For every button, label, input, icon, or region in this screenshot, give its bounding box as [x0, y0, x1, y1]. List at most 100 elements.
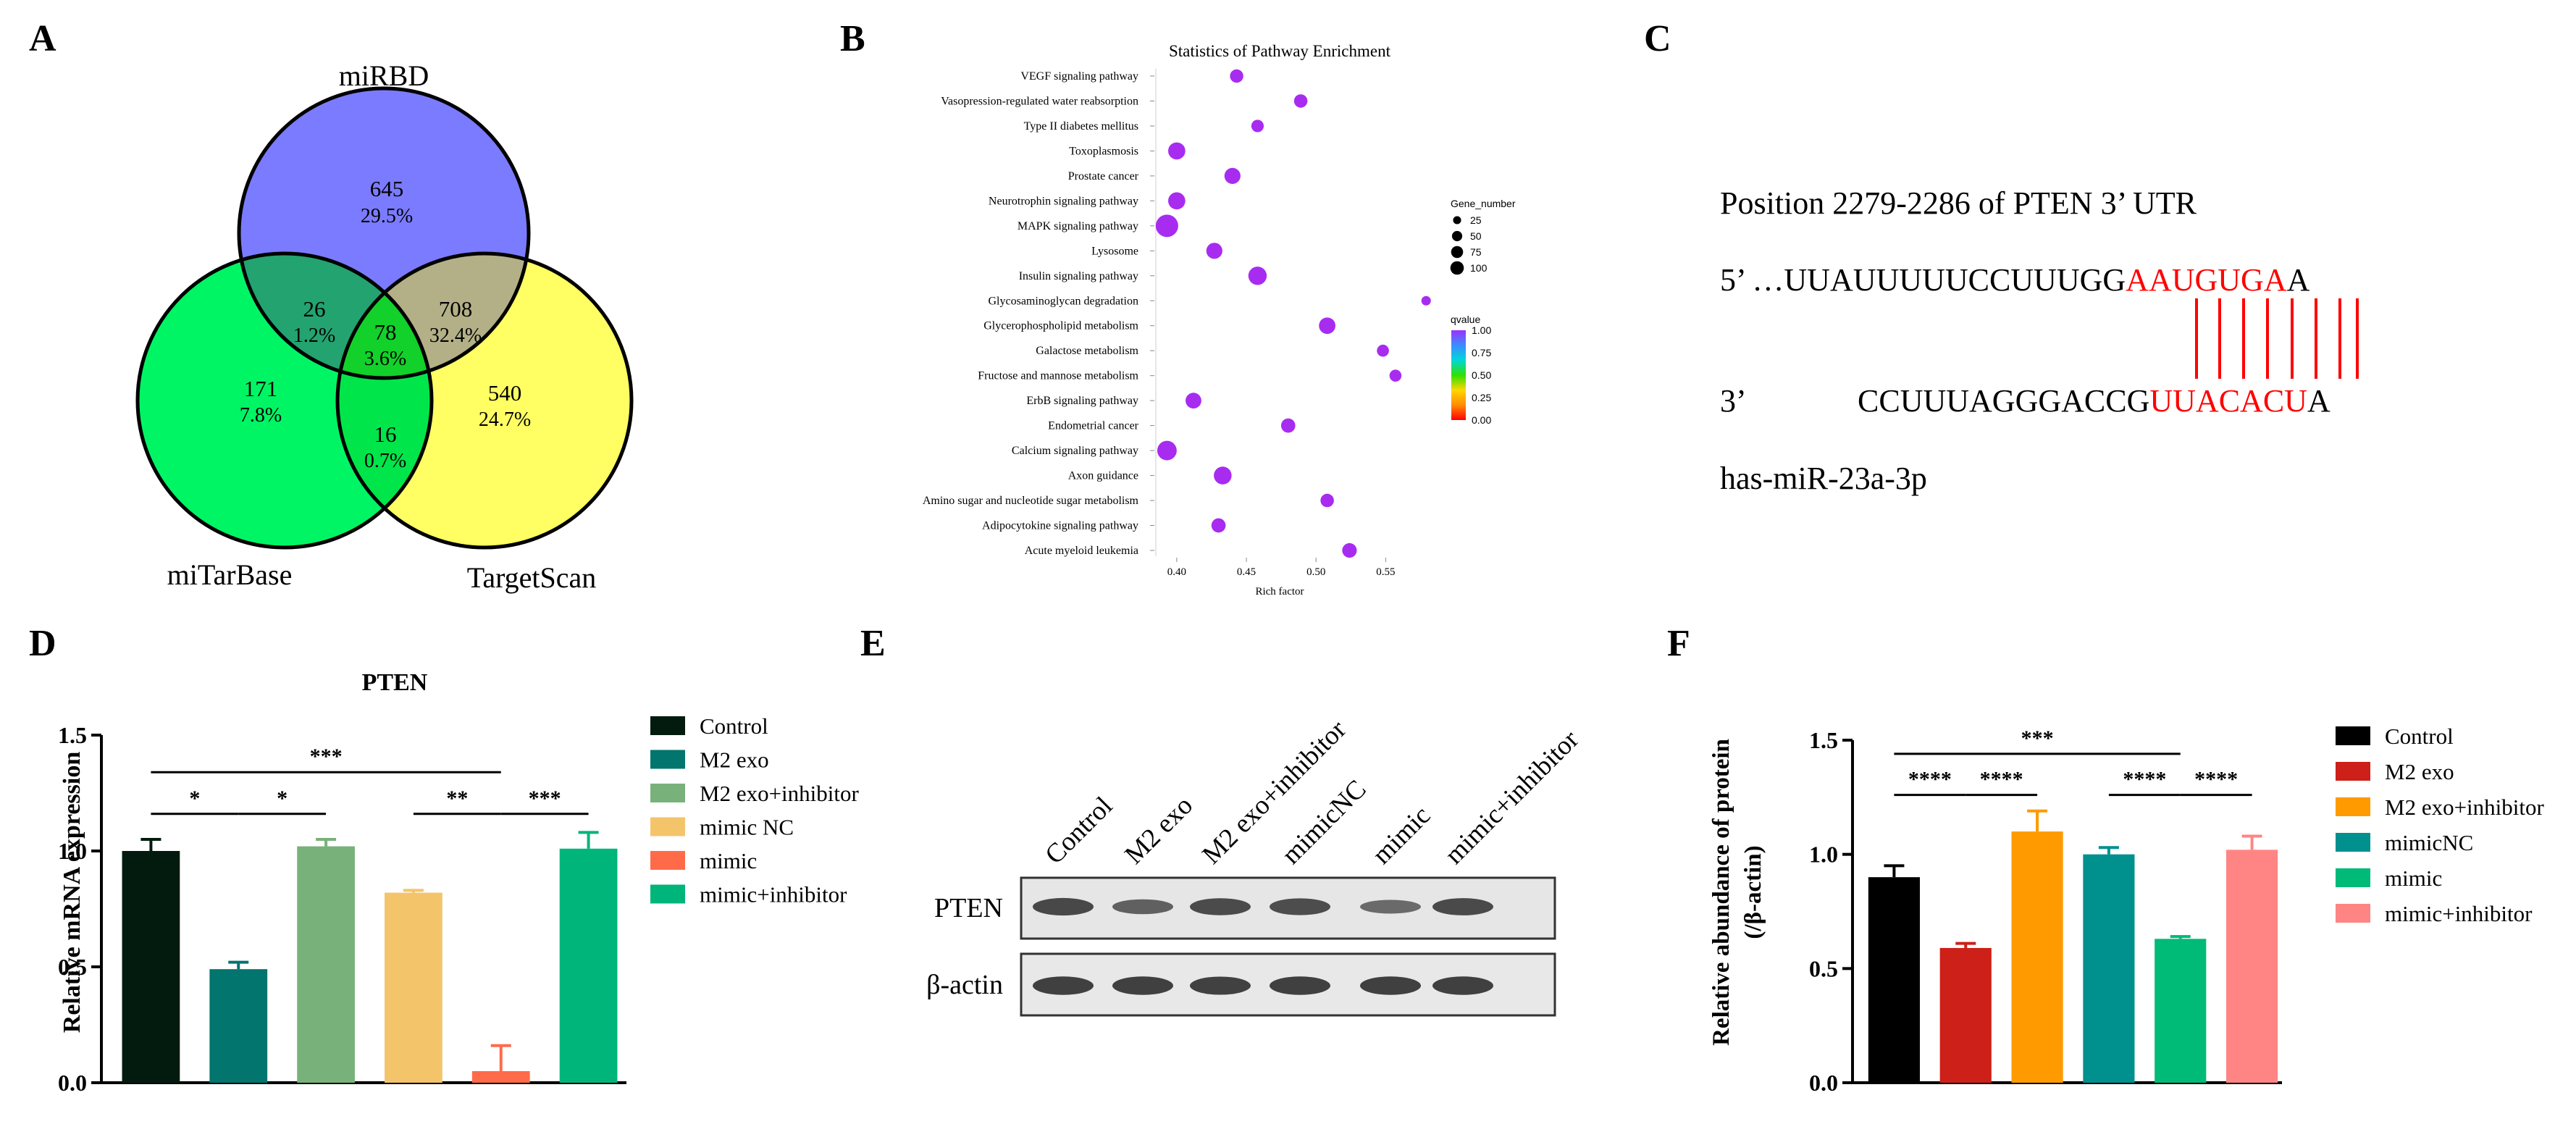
y-axis-label: Relative abundance of protein	[1708, 739, 1734, 1046]
bar	[209, 969, 268, 1083]
bar	[1868, 877, 1920, 1083]
pathway-label: VEGF signaling pathway	[1020, 70, 1138, 83]
pathway-label: Neurotrophin signaling pathway	[989, 195, 1138, 207]
y-axis-label: Relative mRNA expression	[59, 752, 85, 1033]
color-legend-label: 0.50	[1472, 369, 1491, 381]
bar	[385, 892, 442, 1083]
panel-label-d: D	[29, 623, 56, 664]
color-legend-label: 0.25	[1472, 392, 1491, 403]
bar	[2226, 850, 2278, 1083]
pathway-point	[1168, 142, 1186, 160]
y-tick-label: 1.0	[1809, 842, 1838, 868]
size-legend-label: 25	[1470, 214, 1482, 226]
legend-swatch	[2336, 797, 2370, 816]
legend-label: mimic	[700, 848, 757, 873]
venn-set-label-targetscan: TargetScan	[467, 561, 597, 594]
venn-percent: 1.2%	[293, 324, 335, 347]
pathway-point	[1280, 418, 1296, 433]
pathway-label: Fructose and mannose metabolism	[978, 370, 1138, 382]
legend-label: M2 exo+inhibitor	[2385, 794, 2545, 820]
venn-percent: 7.8%	[240, 404, 282, 427]
color-legend-title: qvalue	[1451, 314, 1480, 325]
pathway-label: Amino sugar and nucleotide sugar metabol…	[923, 495, 1139, 507]
y-tick-label: 1.5	[58, 722, 87, 748]
blot-band	[1270, 976, 1330, 995]
significance-label: ****	[2123, 768, 2166, 792]
pathway-label: Glycosaminoglycan degradation	[989, 295, 1139, 307]
pathway-label: Galactose metabolism	[1036, 345, 1138, 357]
utr-seed: AAUGUGA	[2126, 262, 2287, 298]
mirna-suffix: A	[2307, 383, 2330, 419]
venn-count: 78	[374, 319, 397, 345]
venn-percent: 24.7%	[479, 408, 531, 431]
bar-chart-protein: Relative abundance of protein (/β-actin)…	[1708, 724, 2545, 1096]
lane-label: M2 exo	[1119, 791, 1199, 871]
y-axis-label-unit: (/β-actin)	[1740, 845, 1766, 939]
significance-label: ***	[310, 745, 343, 768]
pathway-point	[1342, 542, 1357, 558]
significance-label: *	[189, 787, 200, 810]
venn-outline-targetscan	[335, 251, 634, 550]
pathway-point	[1155, 214, 1178, 238]
legend-label: mimicNC	[2385, 830, 2473, 855]
legend-swatch	[650, 750, 685, 769]
color-legend-label: 0.00	[1472, 414, 1491, 426]
significance-label: ***	[2021, 726, 2054, 750]
pathway-point	[1224, 167, 1241, 184]
pathway-label: Glycerophospholipid metabolism	[983, 320, 1138, 332]
pathway-point	[1248, 267, 1267, 285]
blot-band	[1432, 976, 1493, 995]
legend-swatch	[650, 716, 685, 735]
significance-label: ****	[2194, 768, 2238, 792]
legend-swatch	[650, 784, 685, 802]
pathway-point	[1251, 119, 1264, 133]
utr-prefix: 5’ …UUAUUUUUCCUUUGG	[1720, 262, 2126, 298]
blot-band	[1112, 976, 1173, 995]
pathway-label: Insulin signaling pathway	[1019, 270, 1138, 282]
venn-percent: 32.4%	[429, 324, 482, 347]
legend-swatch	[650, 817, 685, 836]
venn-diagram: miRBD miTarBase TargetScan 645 29.5% 26 …	[135, 59, 634, 594]
bar	[2011, 831, 2063, 1083]
y-tick-label: 0.5	[58, 954, 87, 980]
mirna-prefix: CCUUUAGGGACCG	[1858, 383, 2149, 419]
x-tick-label: 0.55	[1376, 566, 1395, 578]
color-legend-label: 1.00	[1472, 324, 1491, 336]
blot-band	[1270, 898, 1330, 915]
color-legend-label: 0.75	[1472, 347, 1491, 358]
bar	[2083, 854, 2135, 1083]
significance-label: *	[277, 787, 288, 810]
blot-row-label-actin: β-actin	[926, 970, 1003, 1000]
pathway-point	[1421, 295, 1431, 306]
venn-set-label-mirbd: miRBD	[339, 59, 429, 92]
size-legend-dot	[1451, 230, 1463, 242]
panel-label-e: E	[860, 623, 886, 664]
legend-swatch	[2336, 868, 2370, 887]
legend-label: mimic	[2385, 865, 2442, 891]
y-tick-label: 1.0	[58, 838, 87, 864]
significance-label: ***	[529, 787, 561, 810]
venn-set-label-mitarbase: miTarBase	[167, 558, 293, 591]
plot-title: Statistics of Pathway Enrichment	[1169, 42, 1391, 60]
legend-label: M2 exo	[2385, 759, 2454, 784]
y-tick-label: 0.0	[1809, 1070, 1838, 1096]
pathway-label: MAPK signaling pathway	[1018, 220, 1138, 232]
legend-label: M2 exo+inhibitor	[700, 781, 860, 806]
pathway-point	[1320, 493, 1334, 508]
bar	[471, 1071, 530, 1083]
pathway-point	[1168, 192, 1186, 210]
legend-label: Control	[700, 713, 768, 739]
size-legend-dot	[1453, 216, 1461, 225]
size-legend-title: Gene_number	[1451, 198, 1516, 209]
venn-percent: 3.6%	[364, 348, 406, 370]
mirna-seed: UUACACU	[2149, 383, 2307, 419]
utr-suffix: A	[2287, 262, 2310, 298]
bar	[2155, 939, 2207, 1083]
legend-swatch	[2336, 762, 2370, 781]
venn-count: 171	[244, 376, 278, 401]
venn-count: 645	[370, 176, 404, 201]
pathway-label: Vasopression-regulated water reabsorptio…	[941, 95, 1138, 107]
pathway-label: Acute myeloid leukemia	[1025, 545, 1138, 557]
pathway-point	[1214, 466, 1232, 485]
